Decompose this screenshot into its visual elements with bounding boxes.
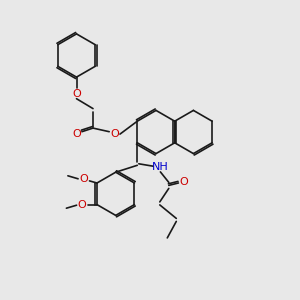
Text: O: O [78,200,86,210]
Text: O: O [72,129,81,139]
Text: NH: NH [152,162,168,172]
Text: O: O [110,129,119,139]
Text: O: O [79,174,88,184]
Text: O: O [72,88,81,99]
Text: O: O [179,177,188,188]
